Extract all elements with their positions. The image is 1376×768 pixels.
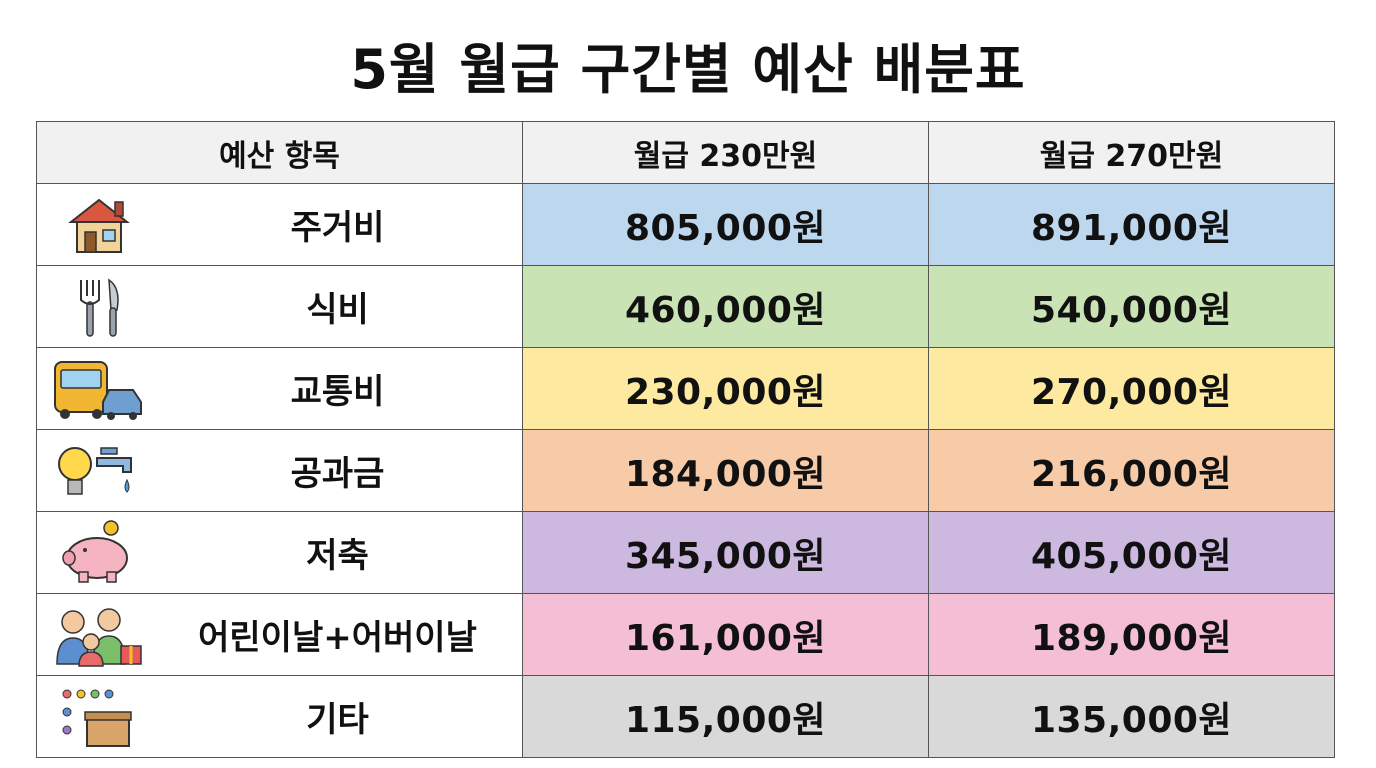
category-cell: 공과금 (36, 429, 523, 512)
category-label: 저축 (306, 536, 369, 576)
amount-230-cell: 115,000원 (522, 675, 929, 758)
amount-230-cell: 805,000원 (522, 183, 929, 266)
table-row: 공과금 184,000원 216,000원 (36, 429, 1335, 512)
fork-knife-icon (80, 278, 119, 337)
column-header-category: 예산 항목 (36, 121, 523, 184)
category-label: 기타 (306, 700, 369, 740)
table-row: 주거비 805,000원 891,000원 (36, 183, 1335, 266)
amount-270-cell: 270,000원 (928, 347, 1335, 430)
amount-270-cell: 540,000원 (928, 265, 1335, 348)
amount-270-cell: 891,000원 (928, 183, 1335, 266)
category-cell: 주거비 (36, 183, 523, 266)
category-cell: 식비 (36, 265, 523, 348)
bulb-faucet-icon (58, 447, 132, 495)
amount-230-cell: 345,000원 (522, 511, 929, 594)
amount-230-cell: 460,000원 (522, 265, 929, 348)
column-header-salary-270: 월급 270만원 (928, 121, 1335, 184)
bus-car-icon (54, 361, 142, 420)
family-gift-icon (56, 608, 142, 667)
category-label: 교통비 (290, 372, 385, 412)
house-icon (68, 198, 130, 253)
table-row: 교통비 230,000원 270,000원 (36, 347, 1335, 430)
piggy-bank-icon (62, 520, 128, 583)
table-row: 저축 345,000원 405,000원 (36, 511, 1335, 594)
amount-270-cell: 135,000원 (928, 675, 1335, 758)
category-cell: 저축 (36, 511, 523, 594)
column-header-salary-230: 월급 230만원 (522, 121, 929, 184)
table-header-row: 예산 항목 월급 230만원 월급 270만원 (36, 121, 1335, 184)
misc-box-icon (62, 689, 132, 747)
table-row: 기타 115,000원 135,000원 (36, 675, 1335, 758)
category-cell: 어린이날+어버이날 (36, 593, 523, 676)
category-label: 공과금 (290, 454, 385, 494)
category-label: 주거비 (290, 208, 385, 248)
budget-table: 예산 항목 월급 230만원 월급 270만원 주거비 80 (36, 121, 1335, 758)
table-row: 어린이날+어버이날 161,000원 189,000원 (36, 593, 1335, 676)
amount-270-cell: 405,000원 (928, 511, 1335, 594)
amount-230-cell: 230,000원 (522, 347, 929, 430)
amount-230-cell: 184,000원 (522, 429, 929, 512)
table-row: 식비 460,000원 540,000원 (36, 265, 1335, 348)
category-cell: 기타 (36, 675, 523, 758)
amount-270-cell: 216,000원 (928, 429, 1335, 512)
amount-230-cell: 161,000원 (522, 593, 929, 676)
amount-270-cell: 189,000원 (928, 593, 1335, 676)
category-cell: 교통비 (36, 347, 523, 430)
category-label: 어린이날+어버이날 (198, 618, 477, 658)
category-label: 식비 (306, 290, 369, 330)
page-title: 5월 월급 구간별 예산 배분표 (350, 38, 1026, 101)
